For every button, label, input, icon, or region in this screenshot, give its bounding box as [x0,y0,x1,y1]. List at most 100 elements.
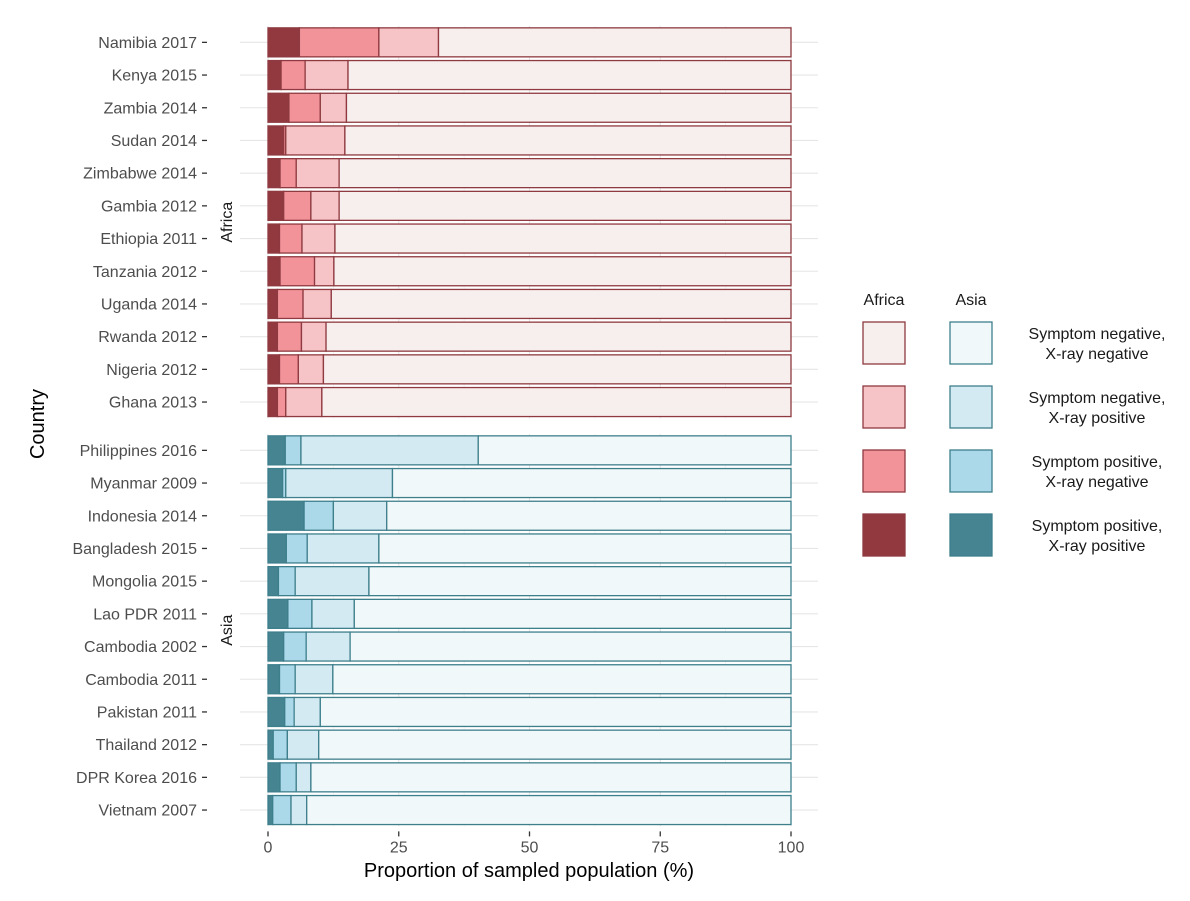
bar-cambodia-2011 [267,664,792,695]
bar-kenya-2015 [267,59,792,91]
bar-segment [278,223,303,254]
bar-segment [319,696,792,728]
x-tick-label: 100 [778,839,805,856]
bar-segment [313,256,335,287]
bar-segment [333,256,792,287]
bar-segment [330,288,792,320]
bar-segment [386,500,792,531]
bar-segment [344,125,792,156]
bar-segment [283,190,312,222]
y-tick-label: Uganda 2014 [101,296,197,313]
y-axis-title: Country [27,389,49,459]
y-tick-label: Sudan 2014 [111,133,197,150]
y-tick-label: DPR Korea 2016 [76,770,197,787]
bar-segment [338,190,792,222]
bar-ghana-2013 [267,386,792,418]
y-tick-label: Bangladesh 2015 [72,541,197,558]
bar-segment [267,92,290,123]
bar-segment [306,533,380,564]
x-tick-label: 0 [264,839,273,856]
facet-label-asia: Asia [219,615,236,646]
bar-segment [353,598,792,629]
bar-segment [267,598,289,629]
bar-zimbabwe-2014 [267,157,792,189]
legend-key-asia [949,513,993,557]
bar-segment [286,729,320,760]
bar-segment [347,59,792,91]
y-tick-label: Mongolia 2015 [92,574,197,591]
bar-segment [304,59,349,91]
bar-dpr-korea-2016 [267,762,792,793]
bar-segment [285,467,394,499]
bar-segment [267,386,279,418]
y-tick-label: Thailand 2012 [96,737,198,754]
bar-segment [318,729,792,760]
bar-segment [378,27,440,58]
y-tick-label: Ethiopia 2011 [100,231,197,248]
y-tick-label: Myanmar 2009 [90,476,197,493]
bar-segment [267,435,286,466]
bar-segment [267,157,281,189]
bar-segment [267,190,285,222]
y-tick-label: Kenya 2015 [112,68,198,85]
bar-segment [267,256,281,287]
bar-segment [295,157,340,189]
bar-vietnam-2007 [267,794,792,826]
bar-mongolia-2015 [267,566,792,597]
bar-segment [319,92,348,123]
legend-title-asia: Asia [955,292,986,309]
bar-uganda-2014 [267,288,792,320]
bar-segment [267,631,285,662]
bar-nigeria-2012 [267,354,792,385]
bar-segment [267,288,279,320]
bar-segment [280,59,306,91]
bar-segment [267,566,280,597]
bar-segment [294,566,370,597]
bar-segment [287,598,313,629]
bar-segment [267,125,285,156]
y-tick-label: Rwanda 2012 [98,329,197,346]
bar-segment [290,794,308,826]
x-tick-label: 25 [390,839,408,856]
bar-segment [267,27,301,58]
bar-segment [267,729,274,760]
bar-rwanda-2012 [267,321,792,352]
y-tick-label: Vietnam 2007 [99,803,198,820]
bar-segment [477,435,792,466]
bar-segment [300,321,327,352]
bar-segment [338,157,792,189]
bar-segment [267,664,281,695]
bar-zambia-2014 [267,92,792,123]
y-tick-label: Nigeria 2012 [106,362,197,379]
legend: Africa Asia Symptom negative, X-ray negativ… [862,292,1165,557]
bar-segment [325,321,792,352]
bar-segment [267,59,282,91]
bar-segment [267,794,274,826]
panel-africa: Namibia 2017 Kenya 2015 Zambia 2014 Sudan 2… [83,26,818,419]
bar-segment [391,467,792,499]
bar-segment [332,500,388,531]
bar-segment [293,696,321,728]
x-axis: 0 25 50 75 100 [264,831,805,856]
bar-segment [267,467,284,499]
bar-gambia-2012 [267,190,792,222]
legend-key-africa [862,385,906,429]
bar-segment [285,386,323,418]
bar-segment [276,386,287,418]
bar-segment [267,696,286,728]
bar-segment [284,435,302,466]
bar-segment [300,435,479,466]
y-tick-label: Philippines 2016 [80,443,198,460]
bar-segment [345,92,792,123]
bar-segment [437,27,792,58]
bar-segment [267,762,281,793]
bar-segment [285,125,346,156]
legend-key-asia [949,321,993,365]
bar-segment [334,223,792,254]
bar-segment [267,223,281,254]
bar-segment [297,354,325,385]
legend-title-africa: Africa [864,292,905,309]
bar-sudan-2014 [267,125,792,156]
bar-segment [267,321,279,352]
legend-key-africa [862,449,906,493]
